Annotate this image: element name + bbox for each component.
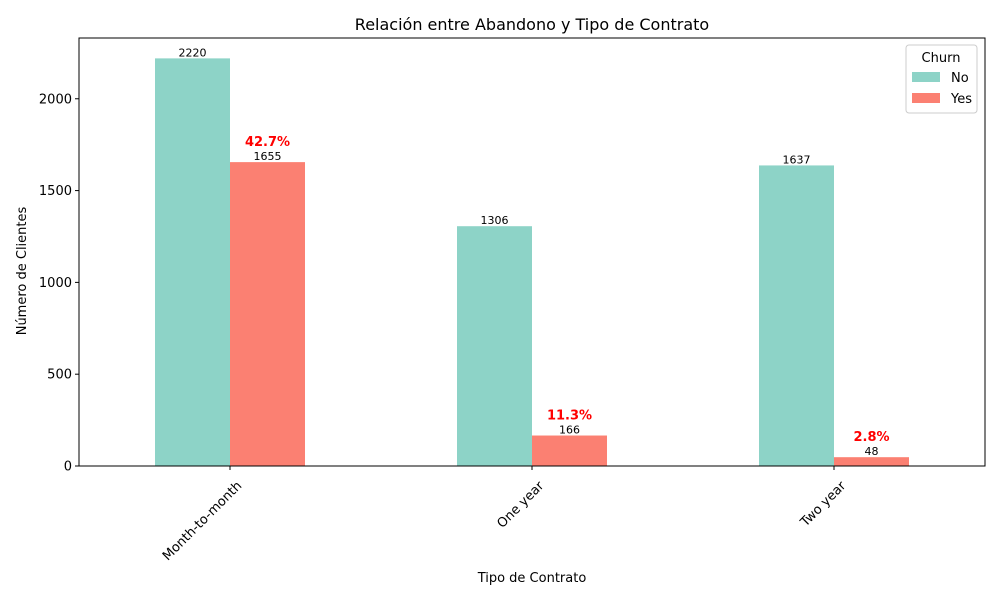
y-tick-label-4: 2000 — [39, 92, 72, 107]
bar-no-1 — [457, 226, 532, 466]
y-tick-label-3: 1500 — [39, 184, 72, 199]
value-label-no-1: 1306 — [481, 214, 509, 227]
legend: Churn No Yes — [905, 44, 978, 114]
bar-yes-1 — [532, 435, 607, 466]
bar-no-2 — [759, 165, 834, 466]
bar-yes-0 — [230, 162, 305, 467]
churn-rate-label-2: 2.8% — [853, 430, 889, 445]
y-tick-label-2: 1000 — [39, 276, 72, 291]
churn-rate-label-0: 42.7% — [245, 135, 290, 150]
legend-title: Churn — [922, 51, 961, 66]
x-axis-label: Tipo de Contrato — [477, 571, 587, 586]
legend-label-no: No — [951, 71, 969, 86]
legend-swatch-yes — [912, 93, 940, 103]
value-label-no-0: 2220 — [179, 46, 207, 59]
x-tick-label-1: One year — [495, 478, 548, 531]
bar-yes-2 — [834, 457, 909, 466]
y-axis-label: Número de Clientes — [15, 206, 30, 335]
legend-swatch-no — [912, 72, 940, 82]
x-tick-label-0: Month-to-month — [160, 479, 245, 564]
value-label-yes-0: 1655 — [254, 150, 282, 163]
y-tick-label-1: 500 — [47, 368, 72, 383]
chart-title: Relación entre Abandono y Tipo de Contra… — [355, 15, 709, 34]
value-label-no-2: 1637 — [783, 153, 811, 166]
x-tick-label-2: Two year — [797, 478, 849, 530]
bar-no-0 — [155, 58, 230, 466]
y-tick-label-0: 0 — [64, 460, 72, 475]
value-label-yes-1: 166 — [559, 424, 580, 437]
legend-label-yes: Yes — [950, 92, 972, 107]
value-label-yes-2: 48 — [865, 445, 879, 458]
churn-rate-label-1: 11.3% — [547, 409, 592, 424]
plot-frame — [78, 37, 986, 467]
